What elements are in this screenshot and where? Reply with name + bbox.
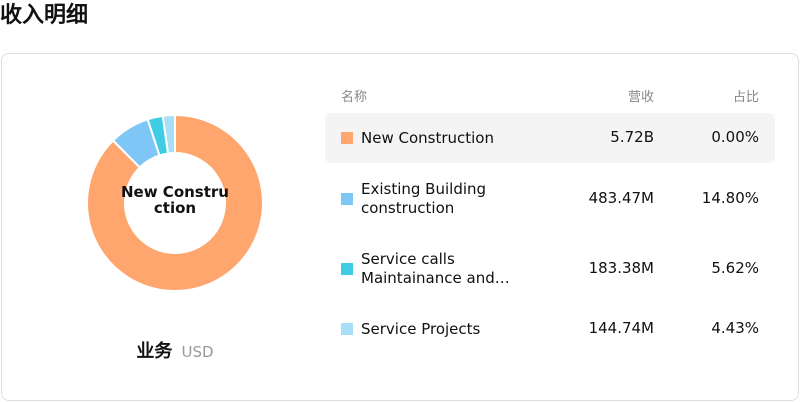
donut-center-label: New Construction: [121, 183, 229, 217]
legend-label: Service Projects: [361, 319, 481, 338]
share-value: 5.62%: [711, 259, 759, 277]
share-value: 14.80%: [701, 189, 759, 207]
share-value: 0.00%: [711, 128, 759, 146]
share-value: 4.43%: [711, 319, 759, 337]
legend-label: Existing Building construction: [361, 180, 487, 217]
card: [1, 53, 799, 401]
header-name: 名称: [341, 90, 368, 105]
table-row[interactable]: Existing Building construction 483.47M 14.…: [325, 174, 775, 224]
legend-label: Service calls Maintainance and…: [361, 250, 510, 287]
table-row[interactable]: New Construction 5.72B 0.00%: [325, 113, 775, 163]
footer-label: 业务: [136, 341, 173, 362]
table-row[interactable]: Service calls Maintainance and… 183.38M 5.…: [325, 244, 775, 294]
legend-label: New Construction: [361, 128, 494, 147]
page-title: 收入明细: [0, 3, 89, 28]
legend-swatch: [341, 323, 353, 335]
legend-swatch: [341, 193, 353, 205]
footer-unit: USD: [181, 343, 214, 361]
legend-swatch: [341, 132, 353, 144]
donut-chart: [86, 113, 264, 292]
header-share: 占比: [732, 90, 759, 105]
donut-slice[interactable]: [161, 113, 176, 155]
table-row[interactable]: Service Projects 144.74M 4.43%: [325, 304, 775, 354]
revenue-value: 5.72B: [610, 128, 654, 146]
revenue-value: 183.38M: [588, 259, 654, 277]
revenue-value: 483.47M: [588, 189, 654, 207]
header-revenue: 营收: [627, 90, 654, 105]
legend-swatch: [341, 263, 353, 275]
footer: 业务 USD: [0, 337, 350, 363]
revenue-value: 144.74M: [588, 319, 654, 337]
